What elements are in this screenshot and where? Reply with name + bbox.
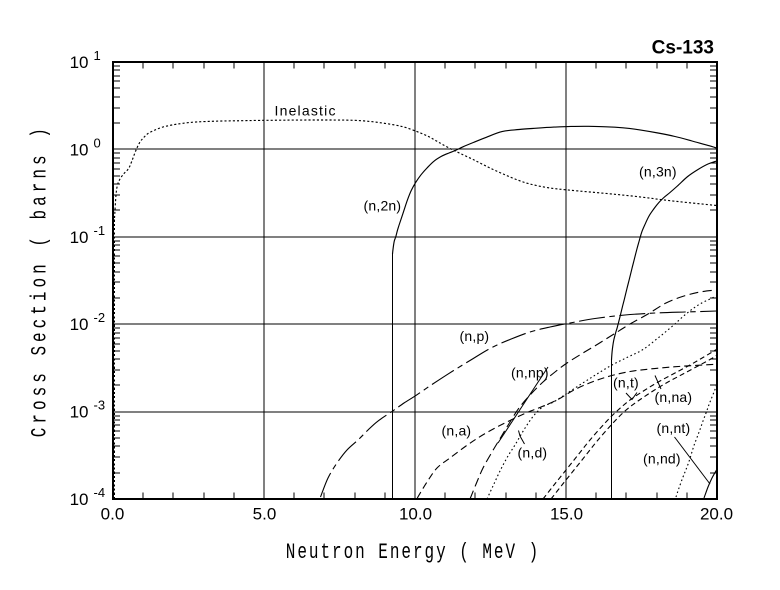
svg-text:(n,p): (n,p) [460, 328, 490, 344]
svg-text:10: 10 [70, 228, 89, 247]
svg-text:0.0: 0.0 [101, 505, 125, 524]
svg-text:0: 0 [94, 135, 101, 150]
svg-text:(n,na): (n,na) [655, 389, 693, 405]
svg-text:Cross Section ( barns ): Cross Section ( barns ) [27, 128, 52, 437]
svg-text:1: 1 [94, 48, 101, 63]
svg-text:(n,nd): (n,nd) [643, 451, 681, 467]
svg-text:15.0: 15.0 [550, 505, 583, 524]
svg-text:(n,d): (n,d) [518, 445, 548, 461]
svg-text:Inelastic: Inelastic [275, 103, 337, 119]
svg-text:10: 10 [70, 490, 89, 509]
svg-text:Cs-133: Cs-133 [652, 38, 714, 59]
svg-text:-2: -2 [94, 310, 106, 325]
svg-text:(n,t): (n,t) [613, 375, 639, 391]
svg-text:5.0: 5.0 [253, 505, 277, 524]
svg-text:(n,3n): (n,3n) [639, 164, 677, 180]
svg-text:10: 10 [70, 403, 89, 422]
svg-text:10.0: 10.0 [399, 505, 432, 524]
svg-text:Neutron Energy ( MeV ): Neutron Energy ( MeV ) [286, 540, 538, 565]
svg-text:-3: -3 [94, 398, 106, 413]
svg-text:(n,2n): (n,2n) [364, 198, 402, 214]
svg-text:20.0: 20.0 [700, 505, 733, 524]
svg-text:(n,a): (n,a) [442, 423, 472, 439]
svg-text:-1: -1 [94, 223, 106, 238]
svg-text:(n,np): (n,np) [511, 365, 549, 381]
svg-text:(n,nt): (n,nt) [657, 420, 691, 436]
svg-text:10: 10 [70, 140, 89, 159]
svg-text:-4: -4 [94, 485, 106, 500]
svg-text:10: 10 [70, 315, 89, 334]
svg-text:10: 10 [70, 53, 89, 72]
